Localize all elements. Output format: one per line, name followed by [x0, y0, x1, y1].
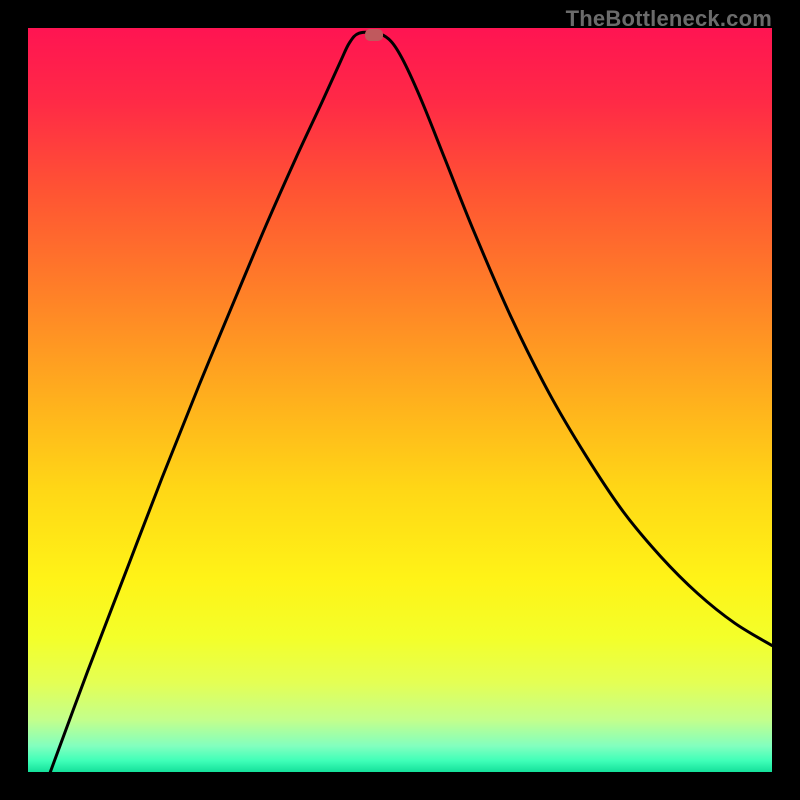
plot-area [28, 28, 772, 772]
chart-outer: TheBottleneck.com [0, 0, 800, 800]
optimal-marker [365, 29, 383, 41]
bottleneck-curve [28, 28, 772, 772]
